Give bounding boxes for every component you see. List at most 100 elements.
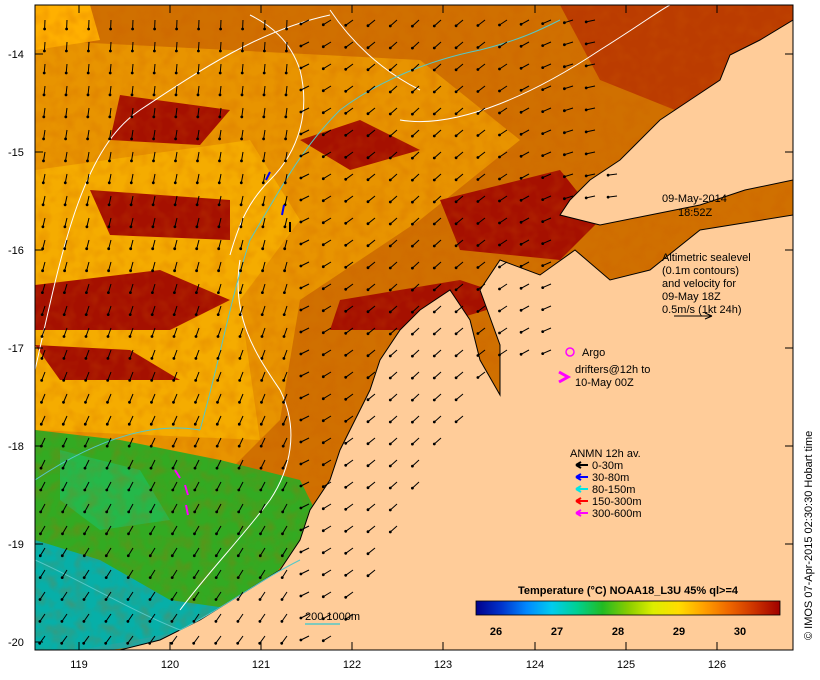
velocity-arrow bbox=[345, 261, 354, 268]
anmn-legend-arrowhead-icon bbox=[575, 485, 582, 493]
velocity-arrow bbox=[86, 217, 90, 227]
velocity-arrow bbox=[259, 547, 266, 556]
velocity-arrow-head bbox=[238, 400, 241, 404]
velocity-arrow-head bbox=[262, 71, 266, 75]
velocity-arrow-head bbox=[258, 554, 262, 558]
velocity-arrow bbox=[260, 481, 266, 491]
velocity-arrow-head bbox=[432, 332, 436, 336]
velocity-arrow-head bbox=[60, 554, 64, 558]
velocity-arrow-head bbox=[150, 335, 154, 338]
velocity-arrow-head bbox=[258, 576, 262, 579]
velocity-arrow bbox=[260, 415, 266, 425]
velocity-arrow-head bbox=[366, 178, 370, 182]
velocity-arrow-head bbox=[41, 247, 45, 251]
velocity-arrow-head bbox=[344, 617, 348, 621]
velocity-arrow-head bbox=[366, 574, 370, 578]
velocity-arrow bbox=[197, 107, 200, 117]
velocity-arrow bbox=[367, 41, 376, 49]
velocity-arrow bbox=[542, 349, 552, 355]
velocity-arrow bbox=[412, 371, 420, 379]
velocity-arrow-head bbox=[344, 309, 348, 313]
velocity-arrow bbox=[108, 195, 112, 205]
velocity-arrow-head bbox=[172, 335, 176, 338]
sealevel-contour-2 bbox=[179, 259, 292, 611]
velocity-arrow-head bbox=[366, 134, 370, 138]
velocity-arrow bbox=[433, 151, 442, 159]
velocity-arrow bbox=[174, 261, 178, 271]
velocity-arrow-head bbox=[259, 488, 263, 492]
velocity-arrow bbox=[39, 569, 46, 578]
mooring-arrow-blue-2 bbox=[281, 204, 285, 216]
velocity-arrow-head bbox=[281, 488, 285, 492]
velocity-arrow-head bbox=[214, 554, 218, 558]
velocity-arrow-head bbox=[280, 576, 284, 579]
velocity-arrow bbox=[174, 195, 178, 205]
velocity-arrow-head bbox=[541, 110, 545, 113]
velocity-arrow bbox=[367, 503, 376, 511]
velocity-arrow bbox=[193, 569, 200, 578]
velocity-arrow-head bbox=[321, 375, 325, 379]
velocity-arrow-head bbox=[454, 288, 458, 292]
velocity-arrow-head bbox=[85, 269, 88, 273]
velocity-arrow bbox=[107, 371, 112, 381]
velocity-arrow bbox=[43, 63, 46, 74]
velocity-arrow-head bbox=[39, 422, 43, 426]
velocity-arrow-head bbox=[260, 357, 264, 360]
velocity-arrow-head bbox=[281, 466, 285, 470]
velocity-arrow bbox=[262, 195, 266, 205]
velocity-arrow bbox=[219, 129, 222, 139]
velocity-arrow-head bbox=[282, 400, 285, 404]
velocity-arrow bbox=[41, 349, 46, 359]
velocity-arrow-head bbox=[411, 46, 414, 50]
velocity-arrow bbox=[367, 327, 376, 335]
velocity-arrow-head bbox=[388, 310, 392, 314]
anmn-legend-label: 80-150m bbox=[592, 484, 635, 496]
velocity-arrow-head bbox=[39, 488, 43, 492]
velocity-arrow-head bbox=[60, 620, 64, 623]
velocity-arrow bbox=[65, 129, 68, 139]
velocity-arrow-head bbox=[321, 617, 325, 621]
velocity-arrow-head bbox=[170, 598, 174, 601]
velocity-arrow bbox=[237, 635, 244, 644]
velocity-arrow-head bbox=[344, 507, 348, 511]
velocity-arrow bbox=[300, 459, 310, 465]
velocity-arrow-head bbox=[193, 532, 196, 536]
velocity-arrow bbox=[586, 19, 596, 23]
velocity-arrow bbox=[108, 239, 112, 249]
velocity-arrow-head bbox=[62, 357, 66, 360]
velocity-arrow-head bbox=[86, 93, 90, 97]
velocity-arrow bbox=[149, 635, 156, 644]
velocity-arrow-head bbox=[432, 376, 436, 380]
velocity-arrow bbox=[412, 129, 420, 137]
velocity-arrow bbox=[300, 195, 310, 201]
velocity-arrow bbox=[218, 217, 222, 227]
velocity-arrow-head bbox=[194, 335, 198, 338]
lon-tick-label: 123 bbox=[434, 659, 452, 671]
velocity-arrow bbox=[542, 19, 552, 25]
velocity-arrow-head bbox=[131, 27, 135, 31]
velocity-arrow bbox=[323, 569, 332, 576]
lat-tick-label: -15 bbox=[8, 147, 24, 159]
velocity-arrow bbox=[281, 547, 288, 556]
velocity-arrow-head bbox=[106, 379, 110, 382]
velocity-arrow bbox=[455, 371, 464, 379]
velocity-arrow bbox=[389, 437, 398, 445]
velocity-arrow bbox=[284, 261, 288, 271]
velocity-arrow-head bbox=[432, 442, 436, 446]
velocity-arrow bbox=[323, 415, 332, 422]
velocity-arrow bbox=[455, 41, 464, 49]
velocity-arrow bbox=[542, 151, 552, 157]
velocity-arrow-head bbox=[519, 66, 523, 70]
longitude-axis: 119 120 121 122 123 124 125 126 bbox=[70, 5, 726, 671]
velocity-arrow bbox=[42, 239, 46, 249]
velocity-arrow bbox=[152, 217, 156, 227]
velocity-arrow-head bbox=[40, 335, 44, 338]
velocity-arrow-head bbox=[215, 488, 219, 492]
velocity-arrow bbox=[128, 437, 134, 447]
velocity-arrow bbox=[412, 107, 420, 115]
velocity-arrow bbox=[412, 459, 420, 467]
velocity-arrow bbox=[285, 151, 288, 161]
velocity-arrow-head bbox=[240, 93, 244, 97]
velocity-arrow-head bbox=[411, 442, 414, 446]
velocity-arrow-head bbox=[584, 130, 588, 134]
